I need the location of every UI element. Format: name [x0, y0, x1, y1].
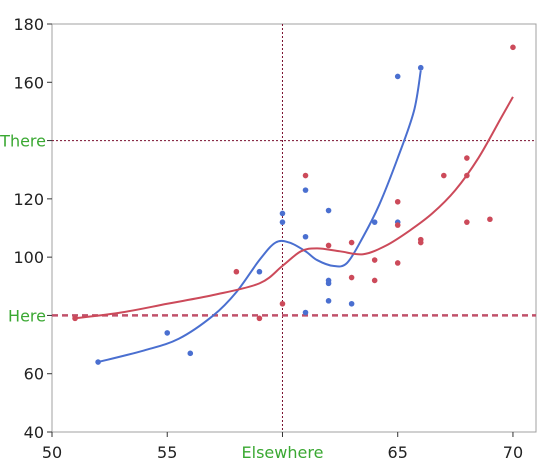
data-point-series-1-4 [302, 172, 309, 179]
x-tick-label: Elsewhere [242, 443, 324, 462]
y-tick-label: Here [8, 306, 46, 325]
x-tick-label: 55 [157, 443, 177, 462]
data-point-series-1-8 [371, 257, 378, 263]
data-point-series-1-6 [348, 239, 355, 246]
plot-area [51, 23, 537, 433]
fit-curve-series-0 [97, 70, 422, 364]
x-tick-label: 50 [42, 443, 62, 462]
x-tick-label: 70 [503, 443, 523, 462]
data-point-series-0-3 [256, 268, 263, 275]
reference-lines [52, 24, 536, 432]
data-point-series-0-17 [417, 64, 424, 71]
data-point-series-0-15 [394, 73, 401, 80]
data-point-series-0-13 [348, 300, 355, 307]
data-point-series-1-1 [233, 268, 240, 275]
data-points [72, 44, 516, 365]
fit-curve-series-1 [74, 96, 514, 320]
data-point-series-1-18 [464, 219, 470, 225]
y-tick-label: 40 [24, 423, 44, 442]
data-point-series-1-7 [348, 274, 355, 281]
y-tick-label: 180 [13, 15, 44, 34]
data-point-series-1-17 [464, 172, 470, 179]
data-point-series-1-3 [279, 300, 286, 307]
data-point-series-0-2 [187, 350, 194, 357]
x-tick-label: 65 [388, 443, 408, 462]
data-point-series-1-11 [394, 222, 401, 228]
data-point-series-0-14 [371, 219, 378, 225]
y-tick-label: 160 [13, 73, 44, 92]
data-point-series-1-19 [487, 216, 493, 223]
data-point-series-1-9 [371, 277, 378, 284]
data-point-series-0-8 [302, 309, 309, 316]
data-point-series-1-0 [72, 315, 78, 322]
data-point-series-0-12 [325, 298, 332, 304]
data-point-series-0-1 [164, 330, 171, 336]
data-point-series-0-11 [325, 280, 332, 287]
y-tick-label: 120 [13, 190, 44, 209]
fit-curves [74, 70, 514, 364]
data-point-series-0-9 [325, 207, 332, 214]
plot-frame [51, 23, 537, 433]
data-point-series-0-4 [279, 210, 286, 217]
data-point-series-1-2 [256, 315, 263, 322]
data-point-series-0-0 [95, 359, 101, 365]
axes: 50 55 Elsewhere 65 70 40 60 Here 100 120 There 160 1… [0, 15, 523, 462]
data-point-series-1-14 [417, 239, 424, 246]
y-tick-label: 100 [13, 248, 44, 267]
data-point-series-1-16 [464, 155, 470, 161]
data-point-series-0-5 [279, 219, 286, 225]
data-point-series-1-10 [394, 198, 401, 205]
data-point-series-1-15 [441, 172, 447, 179]
y-tick-label: There [0, 132, 46, 151]
data-point-series-1-20 [510, 44, 516, 51]
data-point-series-0-6 [302, 187, 309, 193]
data-point-series-1-12 [394, 260, 401, 266]
data-point-series-1-5 [325, 242, 332, 249]
data-point-series-0-7 [302, 233, 309, 240]
y-tick-label: 60 [24, 365, 44, 384]
